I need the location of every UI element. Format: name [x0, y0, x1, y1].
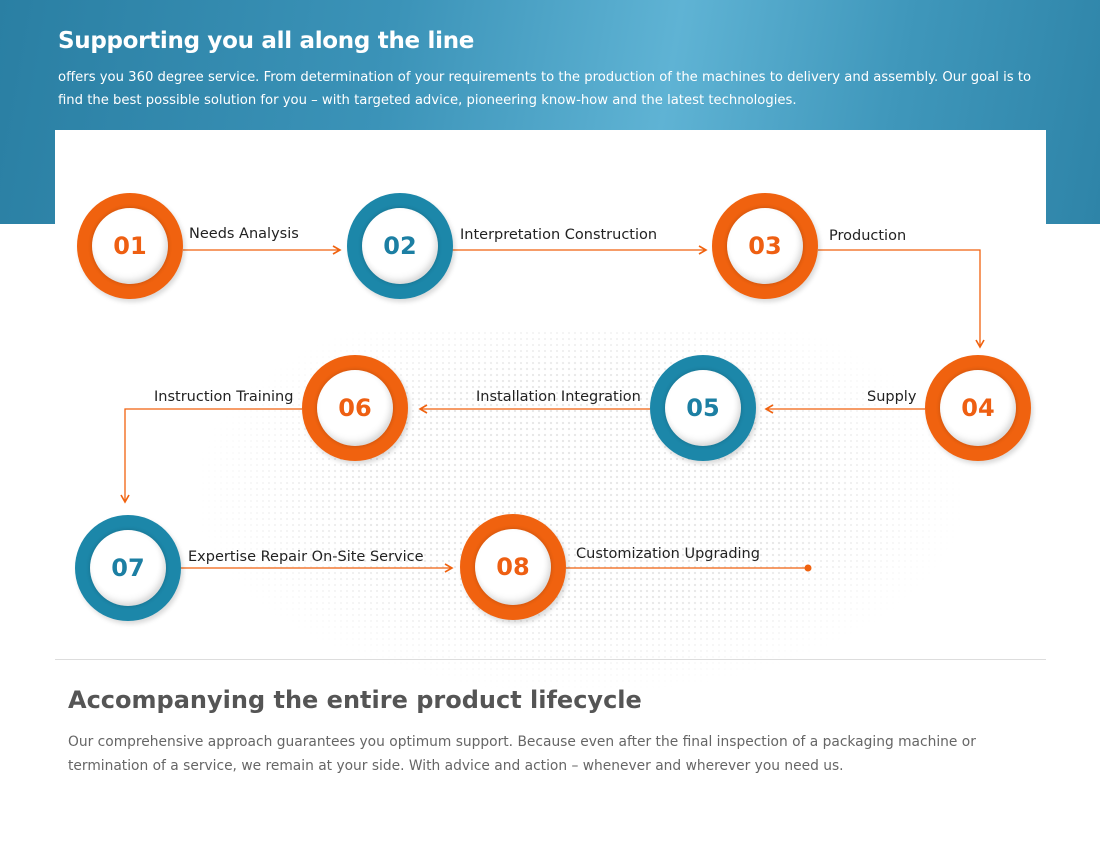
- section-divider: [55, 659, 1046, 660]
- step-01-circle: 01: [77, 193, 183, 299]
- step-number: 04: [940, 370, 1016, 446]
- step-number: 03: [727, 208, 803, 284]
- step-05-label: Installation Integration: [476, 389, 641, 405]
- step-07-label: Expertise Repair On-Site Service: [188, 549, 424, 565]
- step-02-label: Interpretation Construction: [460, 227, 658, 243]
- step-01-label: Needs Analysis: [189, 226, 299, 242]
- step-04-circle: 04: [925, 355, 1031, 461]
- arrow-03-04: [818, 249, 985, 349]
- hero-text: offers you 360 degree service. From dete…: [58, 70, 1032, 108]
- step-02-circle: 02: [347, 193, 453, 299]
- step-05-circle: 05: [650, 355, 756, 461]
- section-title: Accompanying the entire product lifecycl…: [68, 686, 642, 714]
- step-number: 06: [317, 370, 393, 446]
- process-card: [55, 130, 1046, 843]
- step-07-circle: 07: [75, 515, 181, 621]
- step-03-label: Production: [829, 228, 907, 244]
- step-number: 01: [92, 208, 168, 284]
- hero-title: Supporting you all along the line: [58, 28, 475, 54]
- end-dot: [804, 564, 812, 572]
- step-number: 05: [665, 370, 741, 446]
- step-08-circle: 08: [460, 514, 566, 620]
- arrow-06-07: [120, 408, 302, 504]
- step-04-label: Supply: [867, 389, 917, 405]
- step-number: 07: [90, 530, 166, 606]
- step-06-circle: 06: [302, 355, 408, 461]
- step-08-label: Customization Upgrading: [576, 546, 760, 562]
- section-text: Our comprehensive approach guarantees yo…: [68, 734, 976, 774]
- step-03-circle: 03: [712, 193, 818, 299]
- step-number: 08: [475, 529, 551, 605]
- step-06-label: Instruction Training: [154, 389, 294, 405]
- step-number: 02: [362, 208, 438, 284]
